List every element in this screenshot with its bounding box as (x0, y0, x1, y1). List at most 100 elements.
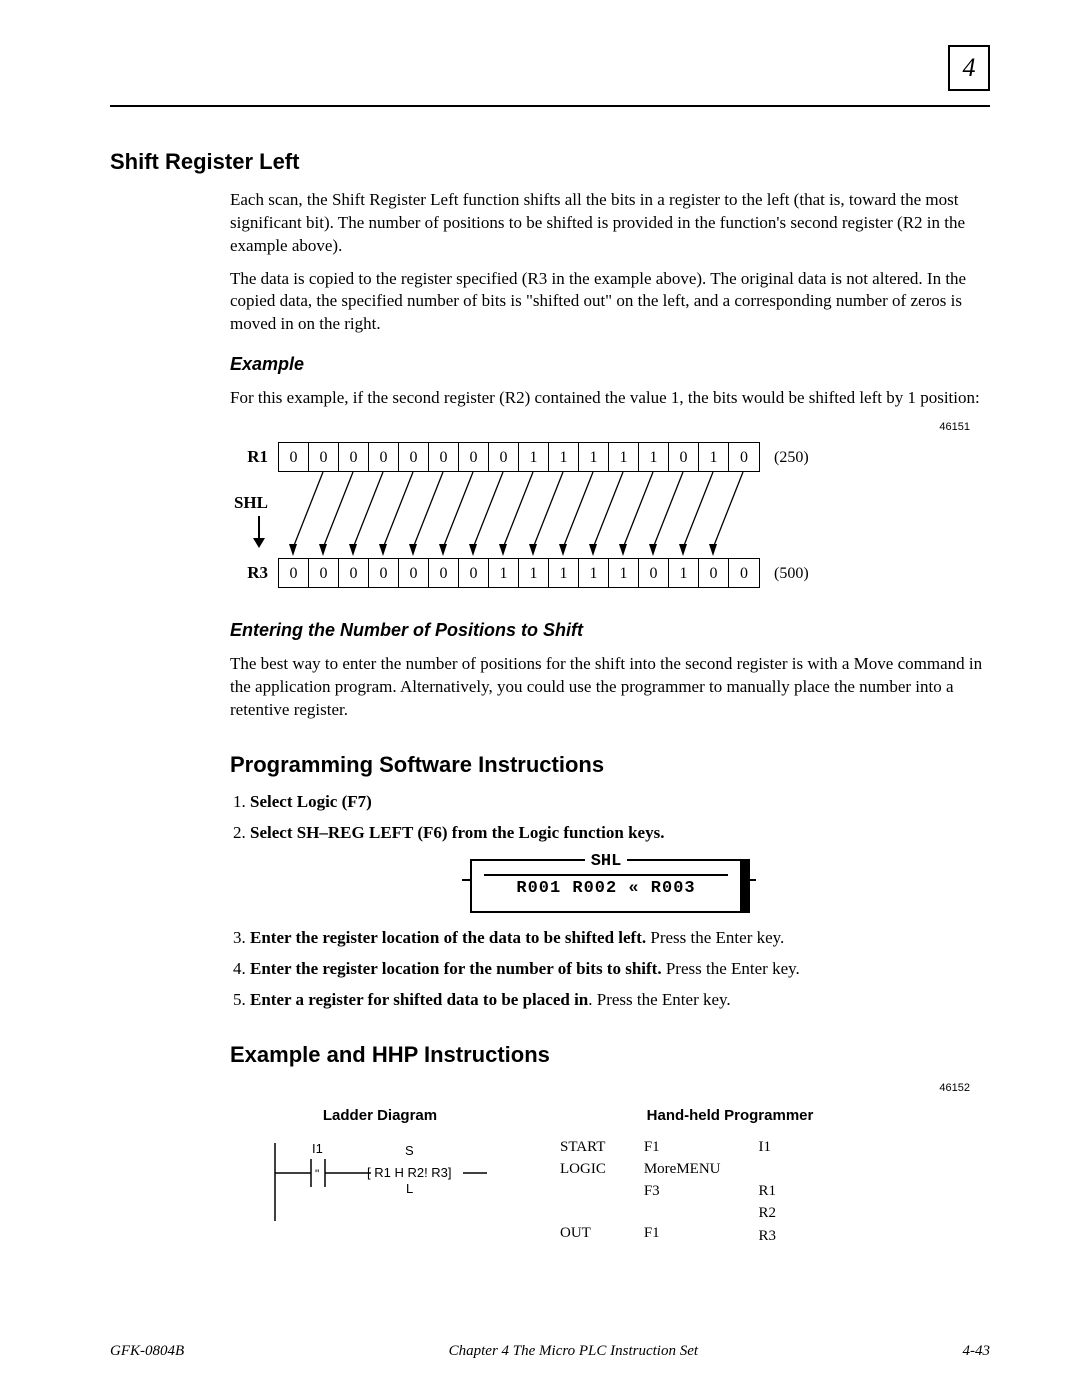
step-item: Enter a register for shifted data to be … (250, 989, 990, 1012)
hhp-header: Hand-held Programmer (530, 1106, 930, 1126)
bit-cell: 1 (549, 443, 579, 471)
ladder-diagram: I1 " S [ R1 H R2! R3] L (230, 1137, 530, 1248)
bit-cell: 1 (609, 443, 639, 471)
figure-id-1: 46151 (110, 420, 970, 435)
bit-cell: 1 (519, 559, 549, 587)
hhp-section: Ladder Diagram Hand-held Programmer I1 "… (230, 1106, 990, 1248)
shl-function-box: SHL R001 R002 « R003 (470, 859, 750, 913)
r3-label: R3 (230, 562, 278, 585)
bit-cell: 0 (729, 443, 759, 471)
bit-shift-diagram: R1 0000000011111010 (250) SHL R3 0000000… (230, 442, 990, 602)
hhp-cell: OUT (560, 1223, 606, 1243)
footer-left: GFK-0804B (110, 1341, 184, 1361)
step-bold-text: Select SH–REG LEFT (F6) from the Logic f… (250, 823, 664, 842)
ladder-header: Ladder Diagram (230, 1106, 530, 1126)
bit-cell: 1 (579, 443, 609, 471)
bit-cell: 0 (279, 559, 309, 587)
example-text: For this example, if the second register… (230, 387, 990, 410)
r3-cells: 0000000111110100 (278, 558, 760, 588)
r1-cells: 0000000011111010 (278, 442, 760, 472)
step-bold-text: Select Logic (F7) (250, 792, 372, 811)
paragraph-1: Each scan, the Shift Register Left funct… (230, 189, 990, 258)
hhp-col-2: F1MoreMENUF3F1 (644, 1137, 759, 1248)
example-heading: Example (230, 352, 990, 376)
bit-cell: 0 (489, 443, 519, 471)
hhp-cell: F3 (644, 1181, 721, 1201)
step-rest-text: . Press the Enter key. (588, 990, 730, 1009)
ladder-i1: I1 (312, 1143, 323, 1156)
bit-cell: 0 (669, 443, 699, 471)
entering-text: The best way to enter the number of posi… (230, 653, 990, 722)
step-rest-text: Press the Enter key. (662, 959, 800, 978)
bit-cell: 0 (459, 559, 489, 587)
bit-cell: 1 (549, 559, 579, 587)
bit-cell: 0 (339, 443, 369, 471)
bit-cell: 0 (339, 559, 369, 587)
programming-heading: Programming Software Instructions (230, 750, 990, 780)
hhp-heading: Example and HHP Instructions (230, 1040, 990, 1070)
hhp-cell: R1 (758, 1181, 776, 1201)
figure-id-2: 46152 (110, 1081, 970, 1096)
bit-cell: 0 (729, 559, 759, 587)
hhp-cell: MoreMENU (644, 1159, 721, 1179)
bit-cell: 1 (519, 443, 549, 471)
step-bold-text: Enter the register location for the numb… (250, 959, 662, 978)
bit-cell: 0 (399, 559, 429, 587)
bit-cell: 0 (309, 443, 339, 471)
hhp-cell: R3 (758, 1226, 776, 1246)
bit-cell: 1 (639, 443, 669, 471)
ladder-mid: [ R1 H R2! R3] (367, 1165, 452, 1180)
bit-cell: 0 (369, 443, 399, 471)
r1-value: (250) (774, 447, 809, 469)
step-item: Select SH–REG LEFT (F6) from the Logic f… (250, 822, 990, 845)
section-title: Shift Register Left (110, 147, 990, 177)
hhp-cell (758, 1159, 776, 1179)
bit-cell: 1 (489, 559, 519, 587)
shl-label: SHL (230, 492, 278, 515)
hhp-cell: F1 (644, 1223, 721, 1243)
ladder-l: L (406, 1181, 413, 1196)
page-number-box: 4 (948, 45, 990, 91)
step-item: Select Logic (F7) (250, 791, 990, 814)
bit-cell: 1 (669, 559, 699, 587)
bit-cell: 1 (699, 443, 729, 471)
entering-heading: Entering the Number of Positions to Shif… (230, 618, 990, 642)
paragraph-2: The data is copied to the register speci… (230, 268, 990, 337)
hhp-col-3: I1 R1R2 R3 (758, 1137, 814, 1248)
page-footer: GFK-0804B Chapter 4 The Micro PLC Instru… (110, 1341, 990, 1361)
bit-cell: 0 (639, 559, 669, 587)
footer-right: 4-43 (962, 1341, 990, 1361)
down-arrow-icon (250, 516, 268, 556)
hhp-cell: R2 (758, 1203, 776, 1223)
hhp-cell: I1 (758, 1137, 776, 1157)
bit-cell: 0 (429, 559, 459, 587)
hhp-columns: STARTLOGIC OUT F1MoreMENUF3F1 I1 R1R2R3 (530, 1137, 950, 1248)
hhp-cell (560, 1181, 606, 1201)
r3-value: (500) (774, 563, 809, 585)
hhp-col-1: STARTLOGIC OUT (560, 1137, 644, 1248)
shl-box-title: SHL (585, 851, 628, 874)
bit-cell: 0 (279, 443, 309, 471)
shl-box-container: SHL R001 R002 « R003 (230, 859, 990, 913)
ladder-s: S (405, 1143, 414, 1158)
hhp-cell: F1 (644, 1137, 721, 1157)
shift-arrows (278, 472, 758, 558)
step-rest-text: Press the Enter key. (646, 928, 784, 947)
hhp-cell: START (560, 1137, 606, 1157)
bit-cell: 0 (429, 443, 459, 471)
bit-cell: 0 (699, 559, 729, 587)
r1-label: R1 (230, 446, 278, 469)
step-item: Enter the register location for the numb… (250, 958, 990, 981)
hhp-cell: LOGIC (560, 1159, 606, 1179)
bit-cell: 0 (309, 559, 339, 587)
bit-cell: 0 (369, 559, 399, 587)
svg-text:": " (315, 1167, 319, 1181)
bit-cell: 0 (459, 443, 489, 471)
bit-cell: 1 (609, 559, 639, 587)
steps-list: Select Logic (F7) Select SH–REG LEFT (F6)… (250, 791, 990, 1012)
footer-center: Chapter 4 The Micro PLC Instruction Set (449, 1341, 698, 1361)
bit-cell: 0 (399, 443, 429, 471)
top-rule (110, 105, 990, 107)
step-bold-text: Enter the register location of the data … (250, 928, 646, 947)
bit-cell: 1 (579, 559, 609, 587)
